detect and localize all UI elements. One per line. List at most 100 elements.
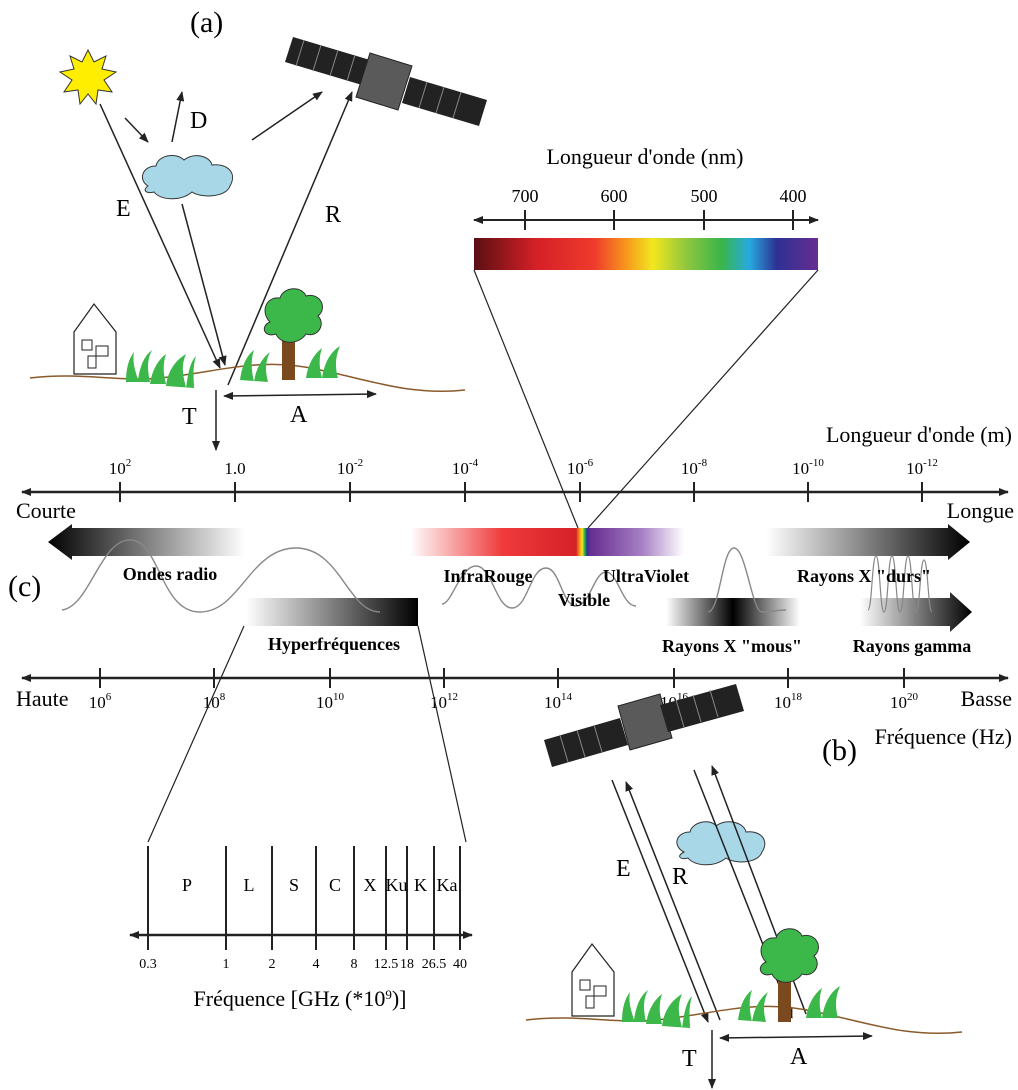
microwave-axis-title: Fréquence [GHz (*109)] <box>194 986 407 1011</box>
frequency-tick-label: 1018 <box>774 691 803 712</box>
frequency-axis-right-label: Basse <box>961 686 1012 711</box>
visible-zoom-line-left <box>473 269 579 529</box>
microwave-tick-label: 1 <box>223 957 230 972</box>
frequency-tick-label: 1014 <box>544 691 573 712</box>
label-E-b: E <box>616 856 631 882</box>
microwave-zoom-line-right <box>417 625 467 843</box>
microwave-band-letter: K <box>414 875 427 895</box>
panel-b-label: (b) <box>822 734 857 767</box>
wavelength-tick-label: 10-12 <box>906 457 938 478</box>
wavelength-tick-label: 10-4 <box>452 457 479 478</box>
satellite-icon <box>544 684 744 767</box>
house-icon <box>73 302 117 375</box>
wave-radio <box>61 539 381 613</box>
frequency-axis: 106 108 1010 1012 1014 1016 1018 1020 Haute Bas… <box>16 625 1012 843</box>
wave-xray <box>707 547 787 613</box>
label-D: D <box>190 108 207 134</box>
panel-a: (a) E D R <box>29 6 487 451</box>
spectrum-bands: Ondes radio InfraRouge Visible UltraViol… <box>8 524 972 656</box>
ray-sun-to-cloud <box>124 117 149 143</box>
label-visible: Visible <box>558 590 610 610</box>
band-soft-xray <box>666 598 800 626</box>
microwave-tick-label: 8 <box>351 957 358 972</box>
visible-scale-tick-label: 700 <box>512 186 539 206</box>
microwave-band-letter: S <box>289 875 299 895</box>
band-hard-xray-arrow <box>766 524 970 560</box>
wavelength-axis-left-label: Courte <box>16 498 76 523</box>
wave-gamma <box>867 555 933 613</box>
grass-icon <box>622 986 840 1028</box>
microwave-tick-label: 40 <box>453 957 467 972</box>
wavelength-axis-title: Longueur d'onde (m) <box>826 422 1012 447</box>
ray-cloud-ground <box>181 203 227 366</box>
tree-icon <box>759 928 819 1022</box>
panel-b: (b) E R T A <box>525 684 963 1089</box>
cloud-icon <box>676 821 766 866</box>
microwave-band-letter: X <box>364 875 377 895</box>
wavelength-tick-label: 10-6 <box>567 457 594 478</box>
label-R-b: R <box>672 864 688 890</box>
microwave-tick-label: 26.5 <box>422 957 447 972</box>
ray-A-b <box>719 1032 873 1042</box>
wavelength-tick-label: 1.0 <box>224 459 245 478</box>
ray-E-b-down <box>611 779 709 1023</box>
band-visible <box>576 528 590 556</box>
microwave-tick-label: 12.5 <box>374 957 399 972</box>
label-E: E <box>116 196 131 222</box>
wavelength-tick-label: 10-8 <box>681 457 708 478</box>
wavelength-axis-ticks: 102 1.0 10-2 10-4 10-6 10-8 10-10 10-12 <box>109 457 938 502</box>
visible-scale-tick-label: 600 <box>601 186 628 206</box>
grass-icon <box>126 346 340 388</box>
microwave-band-letter: Ku <box>386 875 408 895</box>
microwave-band-letter: P <box>182 875 192 895</box>
sun-icon <box>58 48 118 106</box>
ray-R <box>227 91 353 386</box>
wavelength-axis: Longueur d'onde (m) 102 1.0 10-2 10-4 10-6 10… <box>16 422 1014 523</box>
microwave-zoom-line-left <box>147 625 245 843</box>
frequency-tick-label: 108 <box>203 691 226 712</box>
band-ultraviolet <box>590 528 684 556</box>
frequency-tick-label: 1010 <box>316 691 345 712</box>
frequency-tick-label: 1020 <box>890 691 919 712</box>
label-T-b: T <box>682 1046 697 1072</box>
microwave-band-letter: Ka <box>437 875 458 895</box>
visible-scale-tick-label: 400 <box>780 186 807 206</box>
label-gamma: Rayons gamma <box>853 636 972 656</box>
visible-scale-tick-label: 500 <box>691 186 718 206</box>
microwave-band-dividers: 0.3 1 2 4 8 12.5 18 26.5 40 P L S C X Ku K Ka <box>139 846 467 972</box>
wave-light <box>441 565 637 609</box>
label-hard-xray: Rayons X "durs" <box>797 566 931 586</box>
label-A-b: A <box>790 1044 808 1070</box>
visible-zoom-line-right <box>587 269 819 529</box>
ray-R-b-down <box>693 769 793 1019</box>
tree-icon <box>263 288 323 380</box>
label-radio: Ondes radio <box>123 564 218 584</box>
panel-a-label: (a) <box>190 6 223 39</box>
microwave-band-letter: C <box>329 875 341 895</box>
visible-spectrum-bar <box>474 238 818 270</box>
satellite-icon <box>285 37 487 126</box>
microwave-band-chart: 0.3 1 2 4 8 12.5 18 26.5 40 P L S C X Ku K Ka Fréquence … <box>129 846 473 1011</box>
microwave-tick-label: 2 <box>269 957 276 972</box>
frequency-axis-left-label: Haute <box>16 686 69 711</box>
frequency-axis-title: Fréquence (Hz) <box>875 724 1012 749</box>
label-R: R <box>325 202 341 228</box>
wavelength-tick-label: 10-10 <box>792 457 824 478</box>
visible-scale-title: Longueur d'onde (nm) <box>546 144 743 169</box>
band-microwave <box>246 598 418 626</box>
ray-E <box>99 103 221 369</box>
wavelength-tick-label: 102 <box>109 457 132 478</box>
cloud-icon <box>141 154 234 200</box>
band-radio-arrow <box>48 524 245 560</box>
ray-diffuse <box>171 91 185 143</box>
visible-scale: Longueur d'onde (nm) 700 600 500 400 <box>473 144 819 529</box>
frequency-axis-ticks: 106 108 1010 1012 1014 1016 1018 1020 <box>89 668 919 712</box>
wavelength-axis-right-label: Longue <box>947 498 1014 523</box>
label-A: A <box>290 402 308 428</box>
ray-E-b-up <box>625 781 721 1021</box>
microwave-tick-label: 4 <box>313 957 320 972</box>
frequency-tick-label: 106 <box>89 691 112 712</box>
band-infrared <box>410 528 578 556</box>
